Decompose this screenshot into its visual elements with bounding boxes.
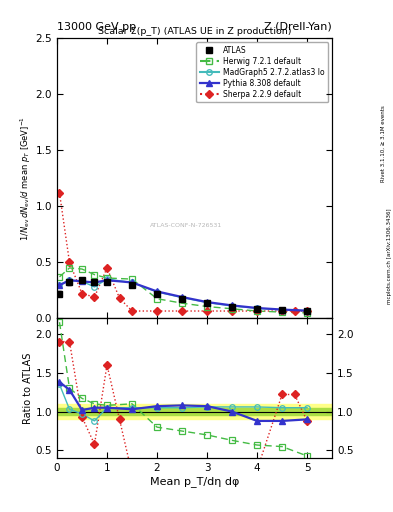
Bar (57, 404, 332, 419)
Text: mcplots.cern.ch [arXiv:1306.3436]: mcplots.cern.ch [arXiv:1306.3436] (387, 208, 391, 304)
Text: Rivet 3.1.10, ≥ 3.1M events: Rivet 3.1.10, ≥ 3.1M events (381, 105, 386, 182)
X-axis label: Mean p_T/dη dφ: Mean p_T/dη dφ (150, 476, 239, 487)
Text: Z (Drell-Yan): Z (Drell-Yan) (264, 22, 332, 32)
Legend: ATLAS, Herwig 7.2.1 default, MadGraph5 2.7.2.atlas3 lo, Pythia 8.308 default, Sh: ATLAS, Herwig 7.2.1 default, MadGraph5 2… (196, 42, 328, 102)
Bar (57, 408, 332, 415)
Text: 13000 GeV pp: 13000 GeV pp (57, 22, 136, 32)
Text: ATLAS-CONF-N-726531: ATLAS-CONF-N-726531 (150, 223, 222, 228)
Y-axis label: $1/N_\mathrm{ev}\,dN_\mathrm{ev}/d$ mean $p_T$ [GeV]$^{-1}$: $1/N_\mathrm{ev}\,dN_\mathrm{ev}/d$ mean… (18, 116, 33, 241)
Title: Scalar Σ(p_T) (ATLAS UE in Z production): Scalar Σ(p_T) (ATLAS UE in Z production) (98, 27, 291, 36)
Y-axis label: Ratio to ATLAS: Ratio to ATLAS (23, 353, 33, 424)
